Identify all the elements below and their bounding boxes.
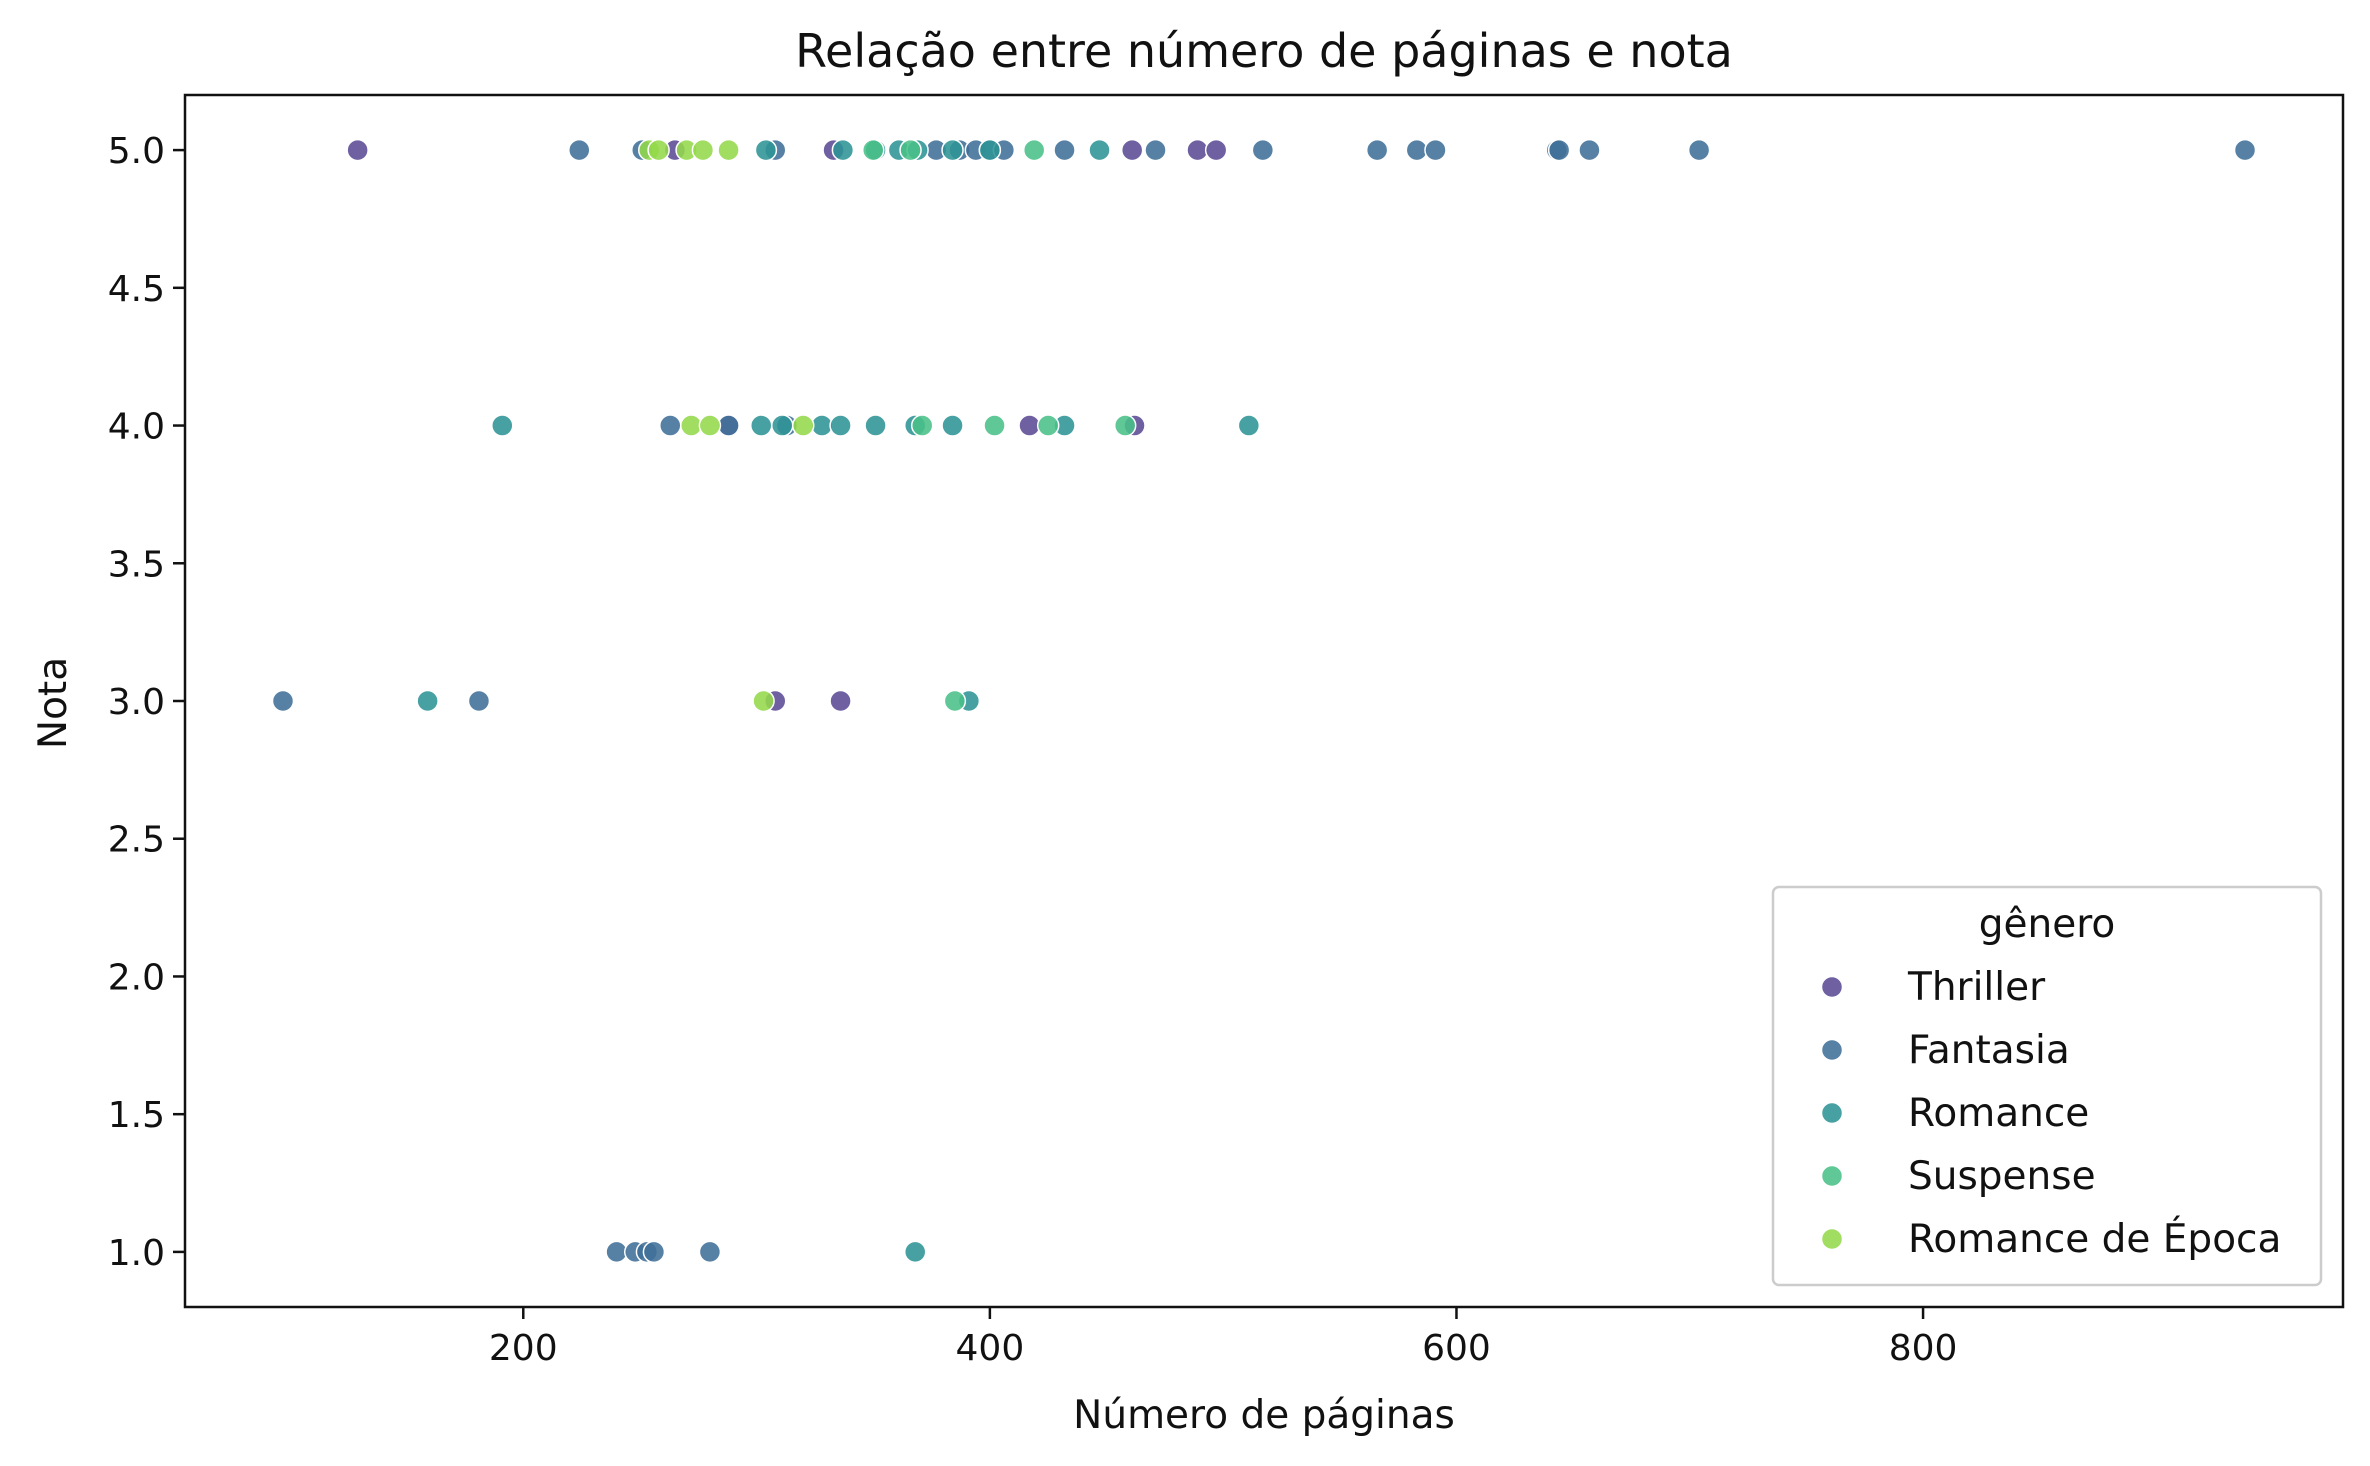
legend-marker [1820,1101,1844,1125]
data-point-romance [903,1240,927,1264]
y-tick-label: 4.5 [108,269,165,310]
data-point-romance-de-epoca [647,138,670,162]
data-point-thriller [1204,138,1228,162]
legend-marker [1820,1164,1844,1188]
x-tick-label: 800 [1889,1328,1958,1369]
y-tick-label: 5.0 [108,131,165,172]
data-point-romance [810,414,834,437]
data-point-fantasia [1365,138,1389,162]
legend-marker [1820,1227,1844,1251]
data-point-fantasia [467,689,491,713]
data-point-suspense [910,414,934,437]
legend-marker [1820,975,1844,999]
y-tick-label: 1.5 [108,1095,165,1136]
data-point-suspense [1036,414,1060,437]
data-point-romance [864,414,887,437]
data-point-thriller [829,689,852,713]
data-point-suspense [1113,414,1137,437]
data-point-suspense [899,138,922,162]
legend-label: Romance [1908,1091,2089,1136]
y-axis-label: Nota [31,657,76,749]
data-point-fantasia [568,138,591,162]
data-point-fantasia [1687,138,1711,162]
legend-label: Romance de Época [1908,1215,2281,1262]
legend-box [1771,885,2323,1287]
y-tick-label: 2.5 [108,820,165,861]
data-point-thriller [1018,414,1041,437]
legend-label: Fantasia [1908,1028,2070,1073]
data-point-fantasia [1144,138,1167,162]
x-tick-label: 400 [956,1328,1025,1369]
data-point-romance [829,414,852,437]
data-point-romance [941,414,964,437]
data-point-fantasia [271,689,295,713]
data-point-romance-de-epoca [691,138,715,162]
data-point-suspense [943,689,967,713]
legend: gênero Thriller Fantasia Romance Suspense Ro… [1771,885,2323,1287]
data-point-romance [1088,138,1111,162]
data-point-thriller [1120,138,1144,162]
data-point-romance [941,138,964,162]
y-tick-label: 3.0 [108,682,165,723]
y-axis-ticks: 1.0 1.5 2.0 2.5 3.0 3.5 4.0 4.5 5.0 [108,131,185,1274]
data-point-romance [1237,414,1261,437]
data-point-romance [831,138,855,162]
y-tick-label: 2.0 [108,957,165,998]
legend-label: Suspense [1908,1154,2096,1199]
data-point-fantasia [659,414,682,437]
data-point-romance-de-epoca [680,414,703,437]
y-tick-label: 3.5 [108,544,165,585]
y-tick-label: 4.0 [108,407,165,448]
points-layer [271,138,2257,1264]
data-point-romance-de-epoca [752,689,775,713]
data-point-thriller [346,138,369,162]
data-point-fantasia [1578,138,1601,162]
data-point-romance [770,414,794,437]
data-point-thriller [1186,138,1209,162]
legend-marker [1820,1038,1844,1062]
data-point-romance-de-epoca [791,414,815,437]
data-point-romance [491,414,514,437]
data-point-fantasia [1547,138,1571,162]
data-point-suspense [983,414,1006,437]
data-point-fantasia [1424,138,1447,162]
data-point-romance [749,414,773,437]
data-point-fantasia [2233,138,2257,162]
legend-title: gênero [1979,902,2116,947]
data-point-romance [978,138,1002,162]
chart-title: Relação entre número de páginas e nota [795,24,1733,78]
data-point-romance-de-epoca [717,138,740,162]
data-point-fantasia [1405,138,1429,162]
data-point-suspense [861,138,885,162]
data-point-fantasia [605,1240,628,1264]
data-point-fantasia [1251,138,1275,162]
data-point-fantasia [698,1240,722,1264]
data-point-suspense [1022,138,1046,162]
data-point-romance-de-epoca [698,414,722,437]
legend-items: Thriller Fantasia Romance Suspense Romance d… [1820,965,2281,1262]
legend-label: Thriller [1907,965,2046,1010]
data-point-fantasia [717,414,740,437]
x-tick-label: 200 [489,1328,558,1369]
data-point-fantasia [642,1240,666,1264]
y-tick-label: 1.0 [108,1233,165,1274]
x-axis-ticks: 200 400 600 800 [489,1307,1958,1369]
data-point-romance [416,689,439,713]
x-axis-label: Número de páginas [1073,1393,1455,1438]
data-point-romance [754,138,778,162]
data-point-fantasia [1053,138,1076,162]
x-tick-label: 600 [1422,1328,1491,1369]
